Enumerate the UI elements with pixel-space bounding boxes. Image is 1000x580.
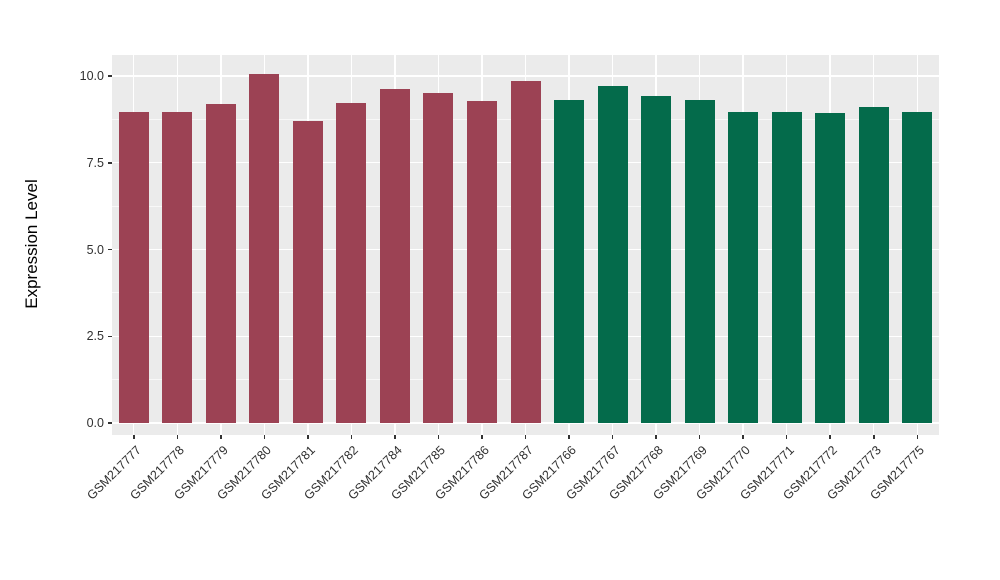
x-tick-mark: [307, 435, 309, 439]
x-tick-mark: [263, 435, 266, 439]
y-tick-mark: [108, 422, 112, 424]
bar-GSM217786: [466, 101, 497, 423]
y-tick-label: 10.0: [79, 69, 104, 83]
bar-GSM217784: [379, 88, 410, 423]
x-tick-mark: [698, 435, 701, 439]
x-tick-mark: [524, 435, 527, 439]
y-tick-mark: [108, 248, 112, 251]
bar-GSM217769: [684, 99, 715, 423]
bar-GSM217777: [118, 112, 149, 423]
bar-GSM217770: [728, 112, 759, 423]
y-tick-label: 2.5: [86, 329, 104, 344]
x-tick-mark: [133, 435, 135, 439]
y-tick-label: 7.5: [86, 155, 104, 170]
y-tick-label: 0.0: [86, 416, 104, 430]
bar-GSM217771: [771, 112, 802, 423]
x-tick-label-GSM217775: GSM217775: [867, 443, 928, 503]
bar-GSM217785: [423, 92, 454, 423]
bar-GSM217780: [249, 73, 280, 423]
plot-panel: [112, 55, 939, 435]
x-tick-mark: [829, 435, 831, 439]
x-tick-mark: [437, 435, 440, 439]
x-tick-mark: [873, 435, 875, 439]
x-tick-mark: [568, 435, 570, 439]
bar-GSM217772: [815, 113, 846, 423]
x-tick-mark: [916, 435, 919, 439]
bar-GSM217773: [858, 106, 889, 423]
y-tick-mark: [108, 75, 112, 77]
bar-GSM217779: [205, 103, 236, 423]
bar-GSM217766: [554, 99, 585, 423]
x-tick-mark: [176, 435, 179, 439]
x-tick-mark: [655, 435, 657, 439]
x-tick-mark: [481, 435, 483, 439]
x-tick-mark: [220, 435, 222, 439]
x-tick-mark: [785, 435, 788, 439]
x-tick-mark: [394, 435, 396, 439]
y-tick-mark: [108, 162, 112, 164]
x-tick-mark: [742, 435, 744, 439]
bar-GSM217781: [292, 121, 323, 423]
x-tick-mark: [350, 435, 353, 439]
x-tick-mark: [611, 435, 614, 439]
y-tick-mark: [108, 335, 112, 338]
y-tick-label: 5.0: [86, 242, 104, 257]
bar-GSM217767: [597, 86, 628, 423]
bar-GSM217787: [510, 80, 541, 423]
bar-GSM217768: [641, 96, 672, 423]
bar-GSM217778: [162, 112, 193, 423]
bar-GSM217775: [902, 111, 933, 423]
bar-GSM217782: [336, 102, 367, 423]
